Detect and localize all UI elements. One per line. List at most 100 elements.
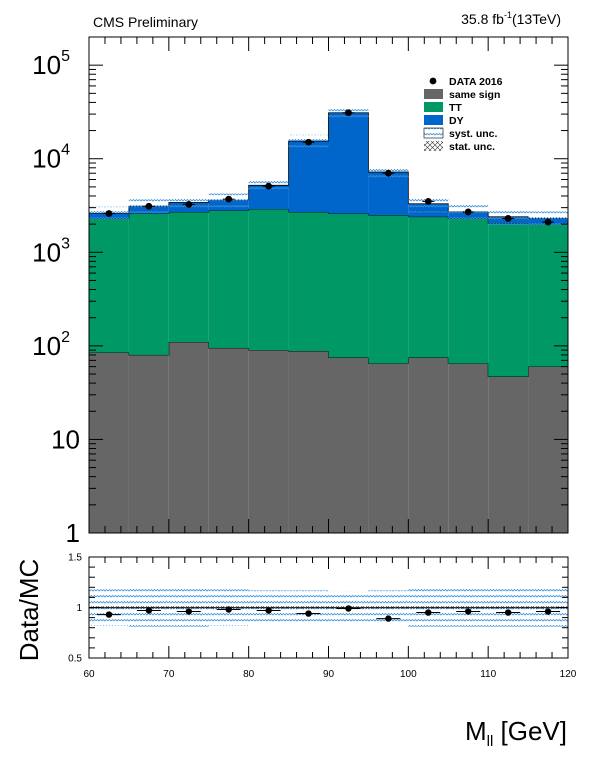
bar <box>448 363 489 533</box>
bar <box>528 366 568 533</box>
ratio-point <box>544 608 552 615</box>
ratio-points <box>96 605 561 622</box>
data-point <box>145 202 153 210</box>
bar <box>168 211 209 342</box>
data-point <box>384 169 392 177</box>
y-tick-label: 105 <box>32 48 70 80</box>
bar <box>328 357 369 533</box>
bar <box>368 363 409 533</box>
x-tick-label: 100 <box>400 669 417 680</box>
x-axis-label-main: M <box>465 716 487 746</box>
bar <box>248 209 289 351</box>
bar <box>89 218 129 353</box>
ratio-point <box>265 607 272 614</box>
ratio-point <box>504 609 512 616</box>
x-tick-label: 120 <box>560 669 577 680</box>
bar <box>368 215 409 364</box>
bar <box>328 213 369 358</box>
x-tick-label: 90 <box>323 669 335 680</box>
ratio-point <box>385 615 392 622</box>
data-point <box>424 197 432 205</box>
data-point <box>544 218 552 226</box>
x-tick-label: 60 <box>83 669 95 680</box>
ratio-y-tick-label: 0.5 <box>68 654 82 665</box>
bar <box>488 223 529 377</box>
ratio-point <box>145 607 153 614</box>
lumi-energy: (13TeV) <box>512 11 561 27</box>
syst-unc-band <box>89 106 568 228</box>
legend-label: stat. unc. <box>449 141 495 153</box>
series-tt <box>89 208 568 377</box>
legend-label: DATA 2016 <box>449 76 503 88</box>
ratio-point <box>225 606 232 613</box>
legend-swatch <box>424 89 443 99</box>
y-tick-label: 103 <box>32 235 70 267</box>
x-tick-label: 80 <box>243 669 255 680</box>
data-point <box>464 208 472 216</box>
bar <box>528 224 568 367</box>
bar <box>488 376 529 533</box>
ratio-y-axis-label: Data/MC <box>14 559 44 662</box>
bar <box>128 213 169 355</box>
ratio-y-tick-label: 1 <box>76 603 82 614</box>
x-axis-label: Mll [GeV] <box>465 716 567 750</box>
bar <box>248 350 289 533</box>
ratio-point <box>305 610 312 617</box>
data-point <box>305 138 312 146</box>
ratio-point <box>465 608 472 615</box>
bar <box>408 357 449 533</box>
bar <box>288 351 329 533</box>
bar <box>328 112 369 214</box>
ratio-point <box>105 611 113 618</box>
bar <box>168 341 209 533</box>
legend-marker <box>429 77 437 85</box>
legend-label: same sign <box>449 89 500 101</box>
ratio-y-tick-label: 1.5 <box>68 553 82 564</box>
bar <box>128 354 169 533</box>
header-left: CMS Preliminary <box>93 14 198 30</box>
data-points <box>102 109 555 226</box>
data-point <box>504 215 512 222</box>
series-same-sign <box>89 341 568 533</box>
bar <box>89 352 129 533</box>
lumi-exp: -1 <box>504 10 512 20</box>
x-axis-label-unit: [GeV] <box>493 716 567 746</box>
y-tick-label: 1 <box>66 518 80 548</box>
data-point <box>185 201 193 208</box>
stacked-histogram <box>89 112 568 533</box>
legend-label: syst. unc. <box>449 128 498 140</box>
main-y-ticks: 1 10 102 103 104 105 <box>32 36 569 548</box>
x-axis-label-sub: ll <box>487 733 494 750</box>
lumi-value: 35.8 fb <box>461 11 504 27</box>
y-tick-label: 10 <box>51 424 80 454</box>
bar <box>288 141 329 212</box>
ratio-panel: 0.5 1 1.5 60 70 80 90 100 110 120 <box>68 553 577 681</box>
legend-swatch <box>423 127 444 139</box>
legend-swatch <box>424 141 443 151</box>
ratio-point <box>425 609 432 616</box>
header-lumi: 35.8 fb-1(13TeV) <box>461 10 561 27</box>
data-point <box>265 182 273 190</box>
legend-label: DY <box>449 115 464 127</box>
bar <box>408 216 449 358</box>
x-tick-label: 70 <box>163 669 175 680</box>
y-tick-label: 102 <box>32 329 70 361</box>
ratio-ticks: 0.5 1 1.5 60 70 80 90 100 110 120 <box>68 553 577 681</box>
bar <box>288 211 329 352</box>
bar <box>208 210 249 348</box>
legend-swatch <box>424 102 443 112</box>
data-point <box>225 195 233 203</box>
data-point <box>345 109 352 117</box>
ratio-point <box>185 608 192 615</box>
bar <box>448 218 489 364</box>
legend-swatch <box>424 115 443 125</box>
legend-label: TT <box>449 102 462 114</box>
data-point <box>105 210 113 217</box>
bar <box>208 347 249 533</box>
y-tick-label: 104 <box>32 142 70 174</box>
x-tick-label: 110 <box>480 669 496 680</box>
ratio-point <box>345 605 352 612</box>
